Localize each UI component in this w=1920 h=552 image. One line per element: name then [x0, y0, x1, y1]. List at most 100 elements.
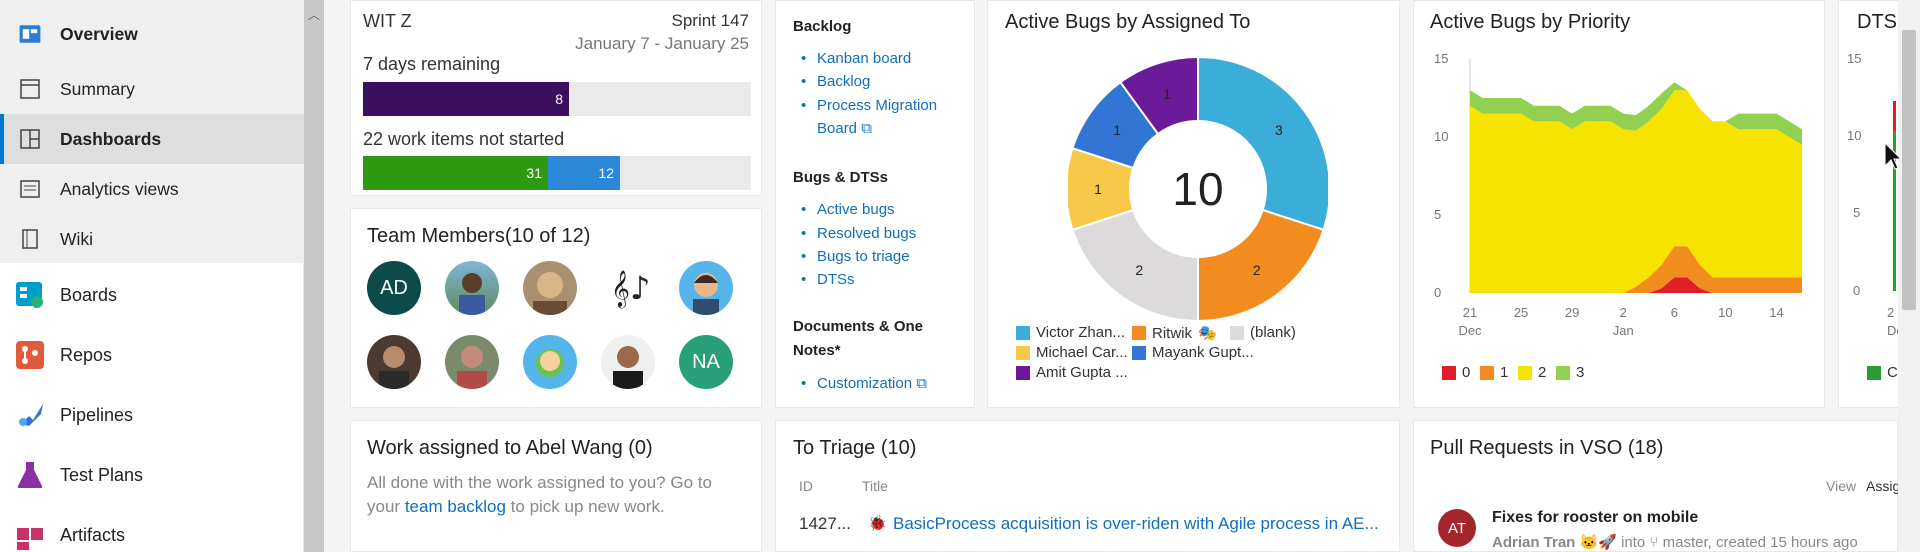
page-scrollbar[interactable] — [1898, 0, 1920, 552]
not-started-label: 22 work items not started — [363, 129, 565, 149]
progress-bar-2[interactable]: 31 12 — [363, 156, 751, 190]
nav-repos[interactable]: Repos — [0, 330, 304, 380]
left-navigation: Overview Summary Dashboards Analytics vi… — [0, 0, 304, 552]
avatar[interactable]: AT — [1438, 509, 1476, 547]
nav-overview[interactable]: Overview — [0, 9, 304, 59]
pr-item-title[interactable]: Fixes for rooster on mobile — [1492, 509, 1699, 526]
nav-summary[interactable]: Summary — [0, 64, 304, 114]
legend-item[interactable]: (blank) — [1230, 324, 1296, 341]
sprint-name[interactable]: Sprint 147 — [671, 11, 750, 30]
donut-slice-label: 1 — [1094, 181, 1102, 197]
col-header-id[interactable]: ID — [799, 478, 813, 494]
legend-item[interactable]: Michael Car... — [1016, 344, 1128, 361]
legend-label: Victor Zhan... — [1036, 324, 1125, 341]
donut-slice-label: 2 — [1253, 262, 1261, 278]
avatar[interactable] — [679, 261, 733, 315]
legend-item[interactable]: Victor Zhan... — [1016, 324, 1125, 341]
docs-heading: Documents & One — [793, 318, 924, 335]
nav-artifacts-label: Artifacts — [60, 524, 126, 545]
avatar[interactable] — [523, 335, 577, 389]
legend-item[interactable]: 2 — [1518, 364, 1546, 381]
bugs-assigned-widget: Active Bugs by Assigned To 3 2 2 1 1 1 10 Vict… — [987, 0, 1400, 408]
nav-analytics-views[interactable]: Analytics views — [0, 164, 304, 214]
to-triage-widget: To Triage (10) ID Title 1427... 🐞 BasicP… — [775, 420, 1400, 552]
bugs-assigned-donut[interactable]: 3 2 2 1 1 1 10 — [1068, 51, 1328, 321]
legend-label: Ritwik — [1152, 324, 1192, 342]
work-title: Work assigned to Abel Wang (0) — [367, 437, 653, 459]
bug-icon: 🐞 — [868, 515, 887, 532]
legend-item[interactable]: 1 — [1480, 364, 1508, 381]
progress-bar-1[interactable]: 8 — [363, 82, 751, 116]
customization-text: Customization — [817, 375, 913, 392]
nav-pipelines[interactable]: Pipelines — [0, 390, 304, 440]
page-scrollbar-thumb[interactable] — [1902, 30, 1916, 310]
donut-slice[interactable] — [1119, 55, 1199, 136]
avatar-initials: AT — [1447, 519, 1467, 537]
sprint-dates: January 7 - January 25 — [575, 34, 749, 53]
process-migration-board-text: Board — [817, 120, 858, 137]
legend-item[interactable]: 3 — [1556, 364, 1584, 381]
y-tick-label: 10 — [1434, 129, 1448, 144]
avatar[interactable] — [445, 261, 499, 315]
sidebar-scrollbar[interactable]: ︿ — [304, 0, 324, 552]
branch-icon: ⑂ — [1649, 534, 1659, 551]
triage-row-title[interactable]: BasicProcess acquisition is over-riden w… — [893, 514, 1379, 533]
donut-slice[interactable] — [1197, 55, 1328, 232]
kanban-board-link[interactable]: Kanban board — [801, 50, 911, 67]
nav-test-plans-label: Test Plans — [60, 464, 144, 485]
sprint-team: WIT Z — [363, 11, 412, 31]
scroll-up-icon[interactable]: ︿ — [308, 8, 321, 22]
area-series-3[interactable] — [1470, 82, 1802, 145]
x-tick-label: 10 — [1718, 305, 1732, 320]
col-header-title[interactable]: Title — [862, 478, 888, 494]
external-link-icon: ⧉ — [861, 120, 872, 137]
nav-boards[interactable]: Boards — [0, 270, 304, 320]
progress-seg-2b: 12 — [548, 156, 620, 190]
summary-icon — [18, 77, 42, 101]
triage-row-id: 1427... — [799, 514, 851, 533]
area-series-2[interactable] — [1470, 90, 1802, 293]
donut-slice[interactable] — [1071, 208, 1199, 321]
nav-wiki[interactable]: Wiki — [0, 214, 304, 264]
wiki-icon — [18, 227, 42, 251]
avatar[interactable] — [367, 335, 421, 389]
customization-link[interactable]: Customization ⧉ — [801, 375, 927, 392]
donut-slice[interactable] — [1197, 208, 1325, 321]
legend-item[interactable]: Amit Gupta ... — [1016, 364, 1128, 381]
nav-artifacts[interactable]: Artifacts — [0, 510, 304, 552]
avatar[interactable]: 𝄞♪ — [601, 261, 655, 315]
resolved-bugs-link[interactable]: Resolved bugs — [801, 225, 916, 242]
x-tick-label: 21 — [1463, 305, 1477, 320]
active-bugs-link[interactable]: Active bugs — [801, 201, 894, 218]
repos-icon — [14, 339, 46, 371]
backlog-link[interactable]: Backlog — [801, 73, 870, 90]
nav-pipelines-label: Pipelines — [60, 404, 134, 425]
dts-title: DTS — [1857, 11, 1897, 33]
pr-item-meta: Adrian Tran 🐱🚀 into ⑂ master, created 15… — [1492, 533, 1858, 551]
bugs-to-triage-link[interactable]: Bugs to triage — [801, 248, 909, 265]
nav-dashboards[interactable]: Dashboards — [0, 114, 304, 164]
avatar[interactable]: NA — [679, 335, 733, 389]
avatar[interactable] — [523, 261, 577, 315]
nav-dashboards-label: Dashboards — [60, 128, 162, 149]
work-text-2b: to pick up new work. — [510, 497, 665, 516]
nav-test-plans[interactable]: Test Plans — [0, 450, 304, 500]
process-migration-link-line2[interactable]: Board ⧉ — [817, 120, 872, 137]
triage-title: To Triage (10) — [793, 437, 917, 459]
area-series-1[interactable] — [1470, 246, 1802, 293]
process-migration-link[interactable]: Process Migration — [801, 97, 937, 114]
avatar[interactable] — [601, 335, 655, 389]
work-text-2: your team backlog to pick up new work. — [367, 497, 665, 517]
dtss-link[interactable]: DTSs — [801, 271, 854, 288]
bugs-priority-chart[interactable]: 0 5 10 15 21 Dec 25 29 2 Jan 6 10 14 — [1414, 41, 1826, 341]
legend-label: 1 — [1500, 364, 1509, 381]
legend-item[interactable]: Ritwik 🎭 — [1132, 324, 1217, 342]
legend-item[interactable]: Mayank Gupt... — [1132, 344, 1254, 361]
y-tick-label: 0 — [1434, 285, 1441, 300]
avatar[interactable]: AD — [367, 261, 421, 315]
pr-assigned-dropdown[interactable]: Assig — [1866, 478, 1901, 494]
avatar[interactable] — [445, 335, 499, 389]
pull-requests-widget: Pull Requests in VSO (18) View Assig AT … — [1413, 420, 1901, 552]
legend-item[interactable]: 0 — [1442, 364, 1470, 381]
team-backlog-link[interactable]: team backlog — [404, 497, 506, 516]
